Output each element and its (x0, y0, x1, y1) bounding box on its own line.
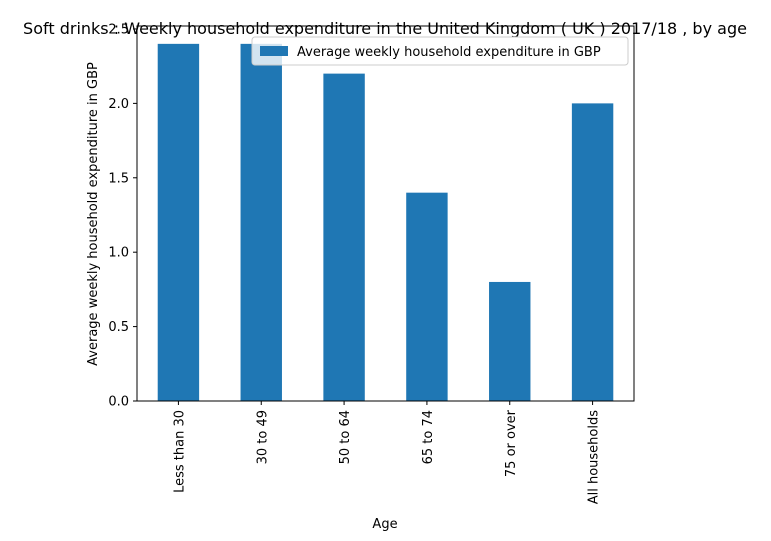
x-tick-label: 75 or over (504, 409, 519, 477)
y-tick-label: 0.0 (108, 395, 129, 410)
bar (240, 43, 282, 401)
y-axis: 0.0 0.5 1.0 1.5 2.0 2.5 (108, 22, 137, 410)
bars-group (157, 43, 614, 401)
x-tick-label: 50 to 64 (338, 410, 353, 464)
y-axis-label: Average weekly household expenditure in … (86, 62, 101, 366)
y-tick-label: 2.5 (108, 22, 129, 37)
chart-title: Soft drinks : Weekly household expenditu… (23, 19, 747, 38)
legend-swatch (260, 46, 288, 56)
legend-label: Average weekly household expenditure in … (297, 45, 601, 60)
x-tick-label: 30 to 49 (255, 410, 270, 464)
x-tick-label: All households (587, 410, 602, 505)
legend: Average weekly household expenditure in … (251, 36, 629, 66)
bar (323, 73, 365, 401)
bar (571, 103, 614, 401)
x-tick-label: Less than 30 (172, 410, 187, 493)
x-axis: Less than 30 30 to 49 50 to 64 65 to 74 75 o… (172, 401, 602, 505)
bar (489, 281, 531, 401)
y-tick-label: 1.0 (108, 246, 129, 261)
y-tick-label: 0.5 (108, 320, 129, 335)
x-axis-label: Age (372, 517, 397, 532)
x-tick-label: 65 to 74 (421, 410, 436, 464)
bar (406, 192, 448, 401)
plot-frame (136, 25, 635, 402)
y-tick-label: 1.5 (108, 171, 129, 186)
legend-box (251, 36, 629, 66)
y-tick-label: 2.0 (108, 97, 129, 112)
bar (157, 43, 200, 401)
